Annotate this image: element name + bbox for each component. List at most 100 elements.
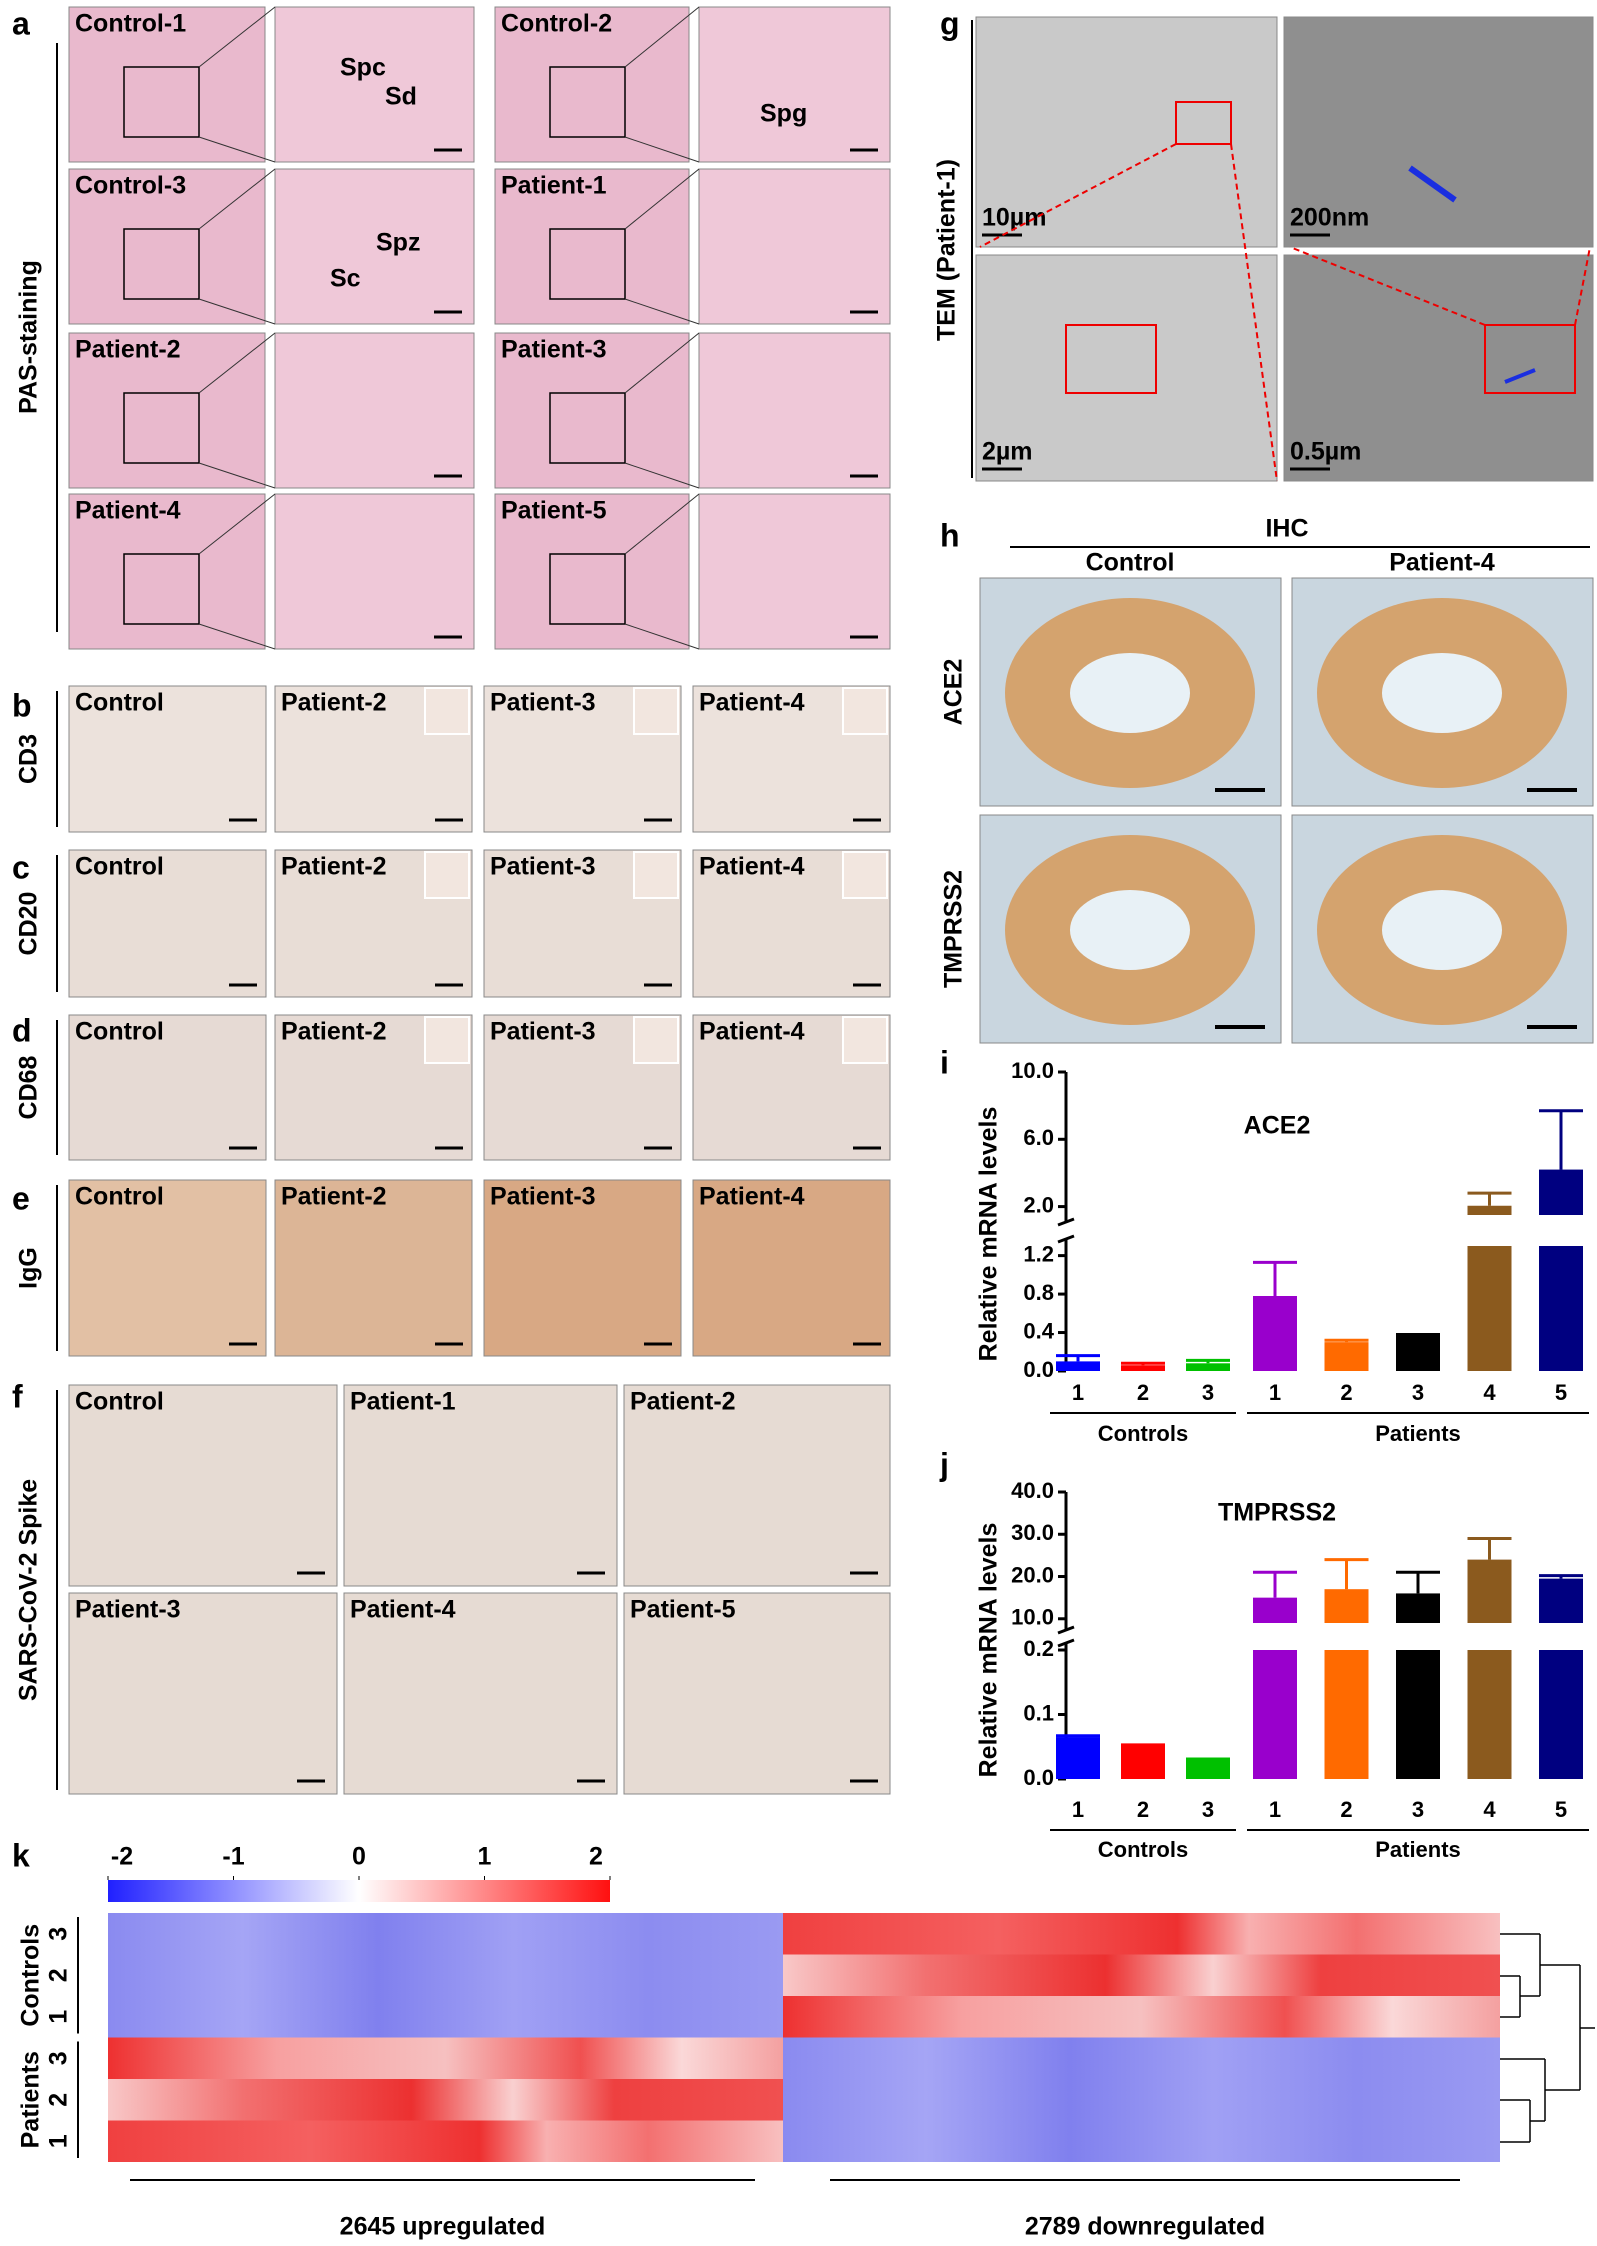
image-label: Control	[75, 1018, 164, 1046]
image-label: Patient-3	[490, 853, 596, 881]
row-group-label: Controls	[17, 1924, 45, 2027]
inset	[424, 851, 470, 899]
micrograph	[975, 254, 1278, 482]
zoom-line	[624, 136, 700, 163]
zoom-line	[1574, 246, 1591, 326]
heatmap-block	[108, 1954, 783, 1996]
inset-box	[123, 392, 200, 464]
x-tick-label: 3	[1202, 1797, 1214, 1822]
micrograph	[274, 332, 475, 489]
y-tick-label: 30.0	[1011, 1520, 1054, 1545]
inset	[424, 687, 470, 735]
micrograph	[494, 6, 690, 163]
micrograph	[68, 1592, 338, 1795]
image-label: Control	[75, 853, 164, 881]
panel-letter: a	[12, 5, 30, 41]
micrograph	[494, 168, 690, 325]
bar-upper	[1539, 1578, 1583, 1623]
micrograph	[68, 1384, 338, 1587]
zoom-line	[624, 493, 700, 555]
y-tick-label: 10.0	[1011, 1605, 1054, 1630]
image-label: Patient-3	[490, 689, 596, 717]
image-label: Patient-2	[281, 1183, 387, 1211]
heatmap-block	[108, 2079, 783, 2121]
inset-box	[123, 553, 200, 625]
heatmap-block	[108, 2120, 783, 2162]
error-bar	[1253, 1260, 1297, 1296]
inset	[633, 687, 679, 735]
panel-letter: j	[939, 1446, 949, 1482]
column-label: Patient-4	[1389, 549, 1495, 577]
axis-break	[1057, 1234, 1075, 1244]
zoom-line	[624, 462, 700, 489]
image-label: Control-3	[75, 172, 186, 200]
heatmap-block	[783, 2037, 1500, 2079]
cell-label: Spg	[760, 100, 807, 128]
x-tick-label: 1	[1072, 1797, 1084, 1822]
y-tick-label: 0.8	[1023, 1280, 1054, 1305]
group-label: Controls	[1098, 1837, 1188, 1862]
bar	[1056, 1737, 1100, 1779]
axis-break	[1057, 1625, 1075, 1635]
bar-upper	[1324, 1589, 1369, 1623]
heatmap-block	[108, 1913, 783, 1955]
bar	[1253, 1296, 1297, 1371]
header: IHC	[1265, 515, 1308, 543]
image-label: Patient-3	[490, 1018, 596, 1046]
roi-box	[1175, 101, 1232, 145]
inset-box	[549, 553, 626, 625]
arrow	[1408, 165, 1457, 203]
image-label: Patient-1	[501, 172, 607, 200]
zoom-line	[198, 6, 276, 68]
error-bar	[1467, 1191, 1512, 1206]
row-group-label: Patients	[17, 2051, 45, 2148]
heatmap-block	[783, 2120, 1500, 2162]
bar	[1396, 1335, 1440, 1371]
bar-lower	[1539, 1246, 1583, 1371]
lumen	[1382, 653, 1502, 733]
micrograph	[274, 168, 475, 325]
micrograph	[494, 332, 690, 489]
y-tick-label: 0.4	[1023, 1318, 1054, 1343]
inset-box	[549, 66, 626, 138]
zoom-line	[198, 332, 276, 394]
micrograph	[1283, 254, 1594, 482]
panel-letter: e	[12, 1180, 30, 1216]
micrograph	[274, 493, 475, 650]
bar-lower	[1253, 1650, 1297, 1779]
image-label: Patient-3	[75, 1596, 181, 1624]
image-label: Patient-4	[350, 1596, 456, 1624]
x-tick-label: 4	[1483, 1380, 1496, 1405]
row-label: 1	[45, 2134, 73, 2148]
bar-lower	[1467, 1246, 1512, 1371]
side-label: TMPRSS2	[940, 870, 968, 988]
micrograph	[68, 493, 266, 650]
image-label: Patient-4	[699, 853, 805, 881]
micrograph	[343, 1384, 618, 1587]
zoom-line	[624, 6, 700, 68]
micrograph	[274, 1179, 473, 1357]
colorbar-label: 1	[478, 1843, 492, 1871]
panel-letter: k	[12, 1837, 30, 1873]
y-tick-label: 1.2	[1023, 1241, 1054, 1266]
lumen	[1382, 890, 1502, 970]
chart-title: ACE2	[1244, 1112, 1311, 1140]
error-bar	[1539, 1574, 1583, 1579]
zoom-line	[624, 298, 700, 325]
image-label: Control	[75, 689, 164, 717]
error-bar	[1186, 1358, 1230, 1364]
error-bar	[1121, 1361, 1165, 1366]
image-label: Patient-4	[699, 689, 805, 717]
colorbar-label: 0	[352, 1843, 366, 1871]
micrograph	[623, 1592, 891, 1795]
micrograph	[698, 6, 891, 163]
inset-box	[123, 228, 200, 300]
footer-label: 2645 upregulated	[340, 2213, 546, 2241]
scale-bar-label: 200nm	[1290, 204, 1369, 232]
colorbar-label: -2	[111, 1843, 133, 1871]
zoom-line	[624, 168, 700, 230]
y-tick-label: 10.0	[1011, 1058, 1054, 1083]
y-tick-label: 2.0	[1023, 1192, 1054, 1217]
side-label: ACE2	[940, 659, 968, 726]
